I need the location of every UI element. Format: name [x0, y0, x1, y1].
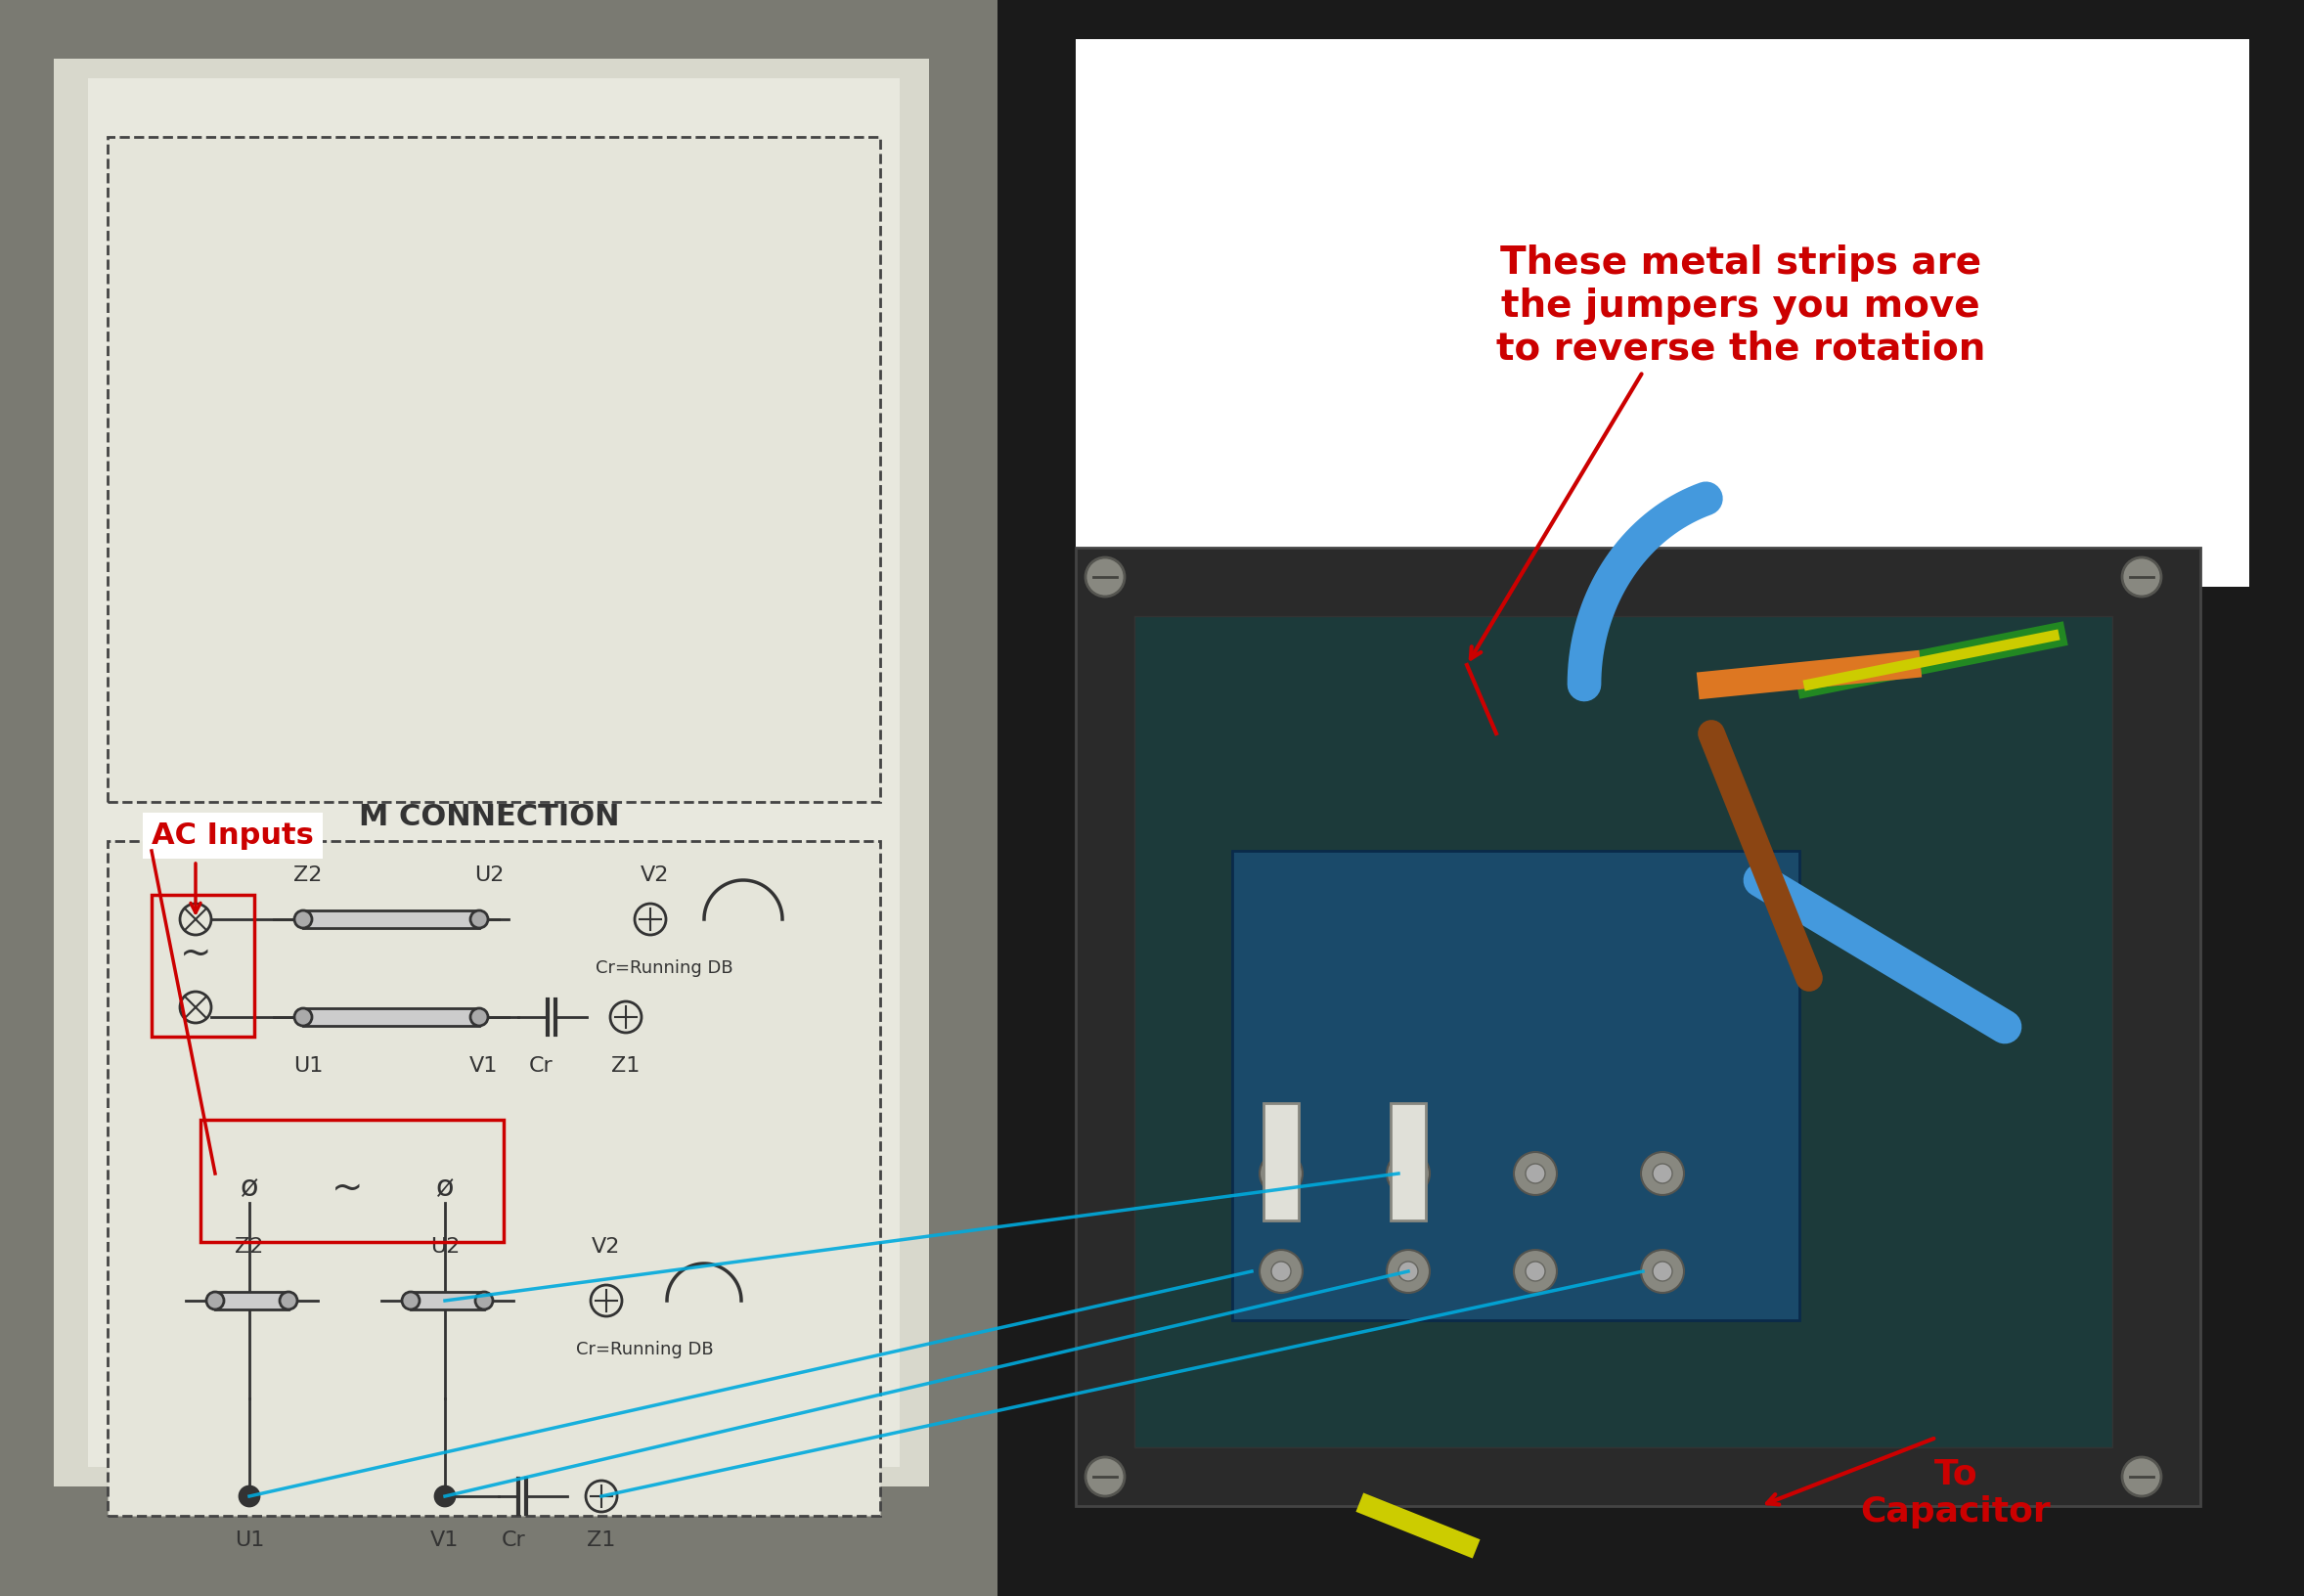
- Text: Z2: Z2: [235, 1237, 263, 1256]
- Bar: [200, 1120, 505, 1242]
- Circle shape: [470, 1009, 488, 1026]
- Bar: [1233, 851, 1799, 1320]
- Circle shape: [1387, 1152, 1431, 1195]
- Text: These metal strips are
the jumpers you move
to reverse the rotation: These metal strips are the jumpers you m…: [1495, 244, 1986, 367]
- Text: Cr: Cr: [528, 1057, 553, 1076]
- Bar: [1076, 547, 2200, 1507]
- Text: U1: U1: [293, 1057, 323, 1076]
- Bar: [152, 895, 253, 1037]
- Text: ø: ø: [435, 1175, 454, 1202]
- Circle shape: [1399, 1261, 1417, 1282]
- Polygon shape: [0, 0, 998, 1596]
- Text: ~: ~: [332, 1170, 364, 1207]
- Text: V2: V2: [641, 865, 670, 886]
- Bar: [1263, 1103, 1299, 1221]
- Circle shape: [1652, 1261, 1673, 1282]
- FancyBboxPatch shape: [108, 137, 880, 801]
- Circle shape: [1260, 1250, 1302, 1293]
- Circle shape: [1525, 1261, 1546, 1282]
- Bar: [1392, 1103, 1426, 1221]
- Text: Z1: Z1: [611, 1057, 641, 1076]
- Text: V1: V1: [470, 1057, 498, 1076]
- Circle shape: [295, 910, 311, 927]
- Polygon shape: [53, 59, 929, 1486]
- Bar: [1076, 40, 2249, 587]
- Circle shape: [1640, 1152, 1684, 1195]
- Circle shape: [1652, 1163, 1673, 1183]
- Text: U2: U2: [431, 1237, 461, 1256]
- Bar: [214, 1291, 288, 1309]
- Text: To
Capacitor: To Capacitor: [1862, 1457, 2051, 1529]
- Text: M CONNECTION: M CONNECTION: [359, 803, 620, 832]
- Bar: [304, 1009, 479, 1026]
- Text: Z2: Z2: [293, 865, 323, 886]
- Text: U2: U2: [475, 865, 505, 886]
- Text: Cr=Running DB: Cr=Running DB: [576, 1341, 714, 1358]
- Circle shape: [279, 1291, 297, 1309]
- Circle shape: [435, 1486, 454, 1507]
- Circle shape: [1085, 1457, 1124, 1497]
- Circle shape: [2122, 1457, 2161, 1497]
- Text: V1: V1: [431, 1531, 458, 1550]
- Bar: [1134, 616, 2113, 1448]
- Circle shape: [295, 1009, 311, 1026]
- Circle shape: [475, 1291, 493, 1309]
- Circle shape: [1387, 1250, 1431, 1293]
- Bar: [304, 910, 479, 927]
- Circle shape: [1260, 1152, 1302, 1195]
- Circle shape: [1399, 1163, 1417, 1183]
- Circle shape: [1514, 1250, 1558, 1293]
- Text: U1: U1: [235, 1531, 265, 1550]
- Bar: [410, 1291, 484, 1309]
- Circle shape: [1272, 1261, 1290, 1282]
- Text: Cr=Running DB: Cr=Running DB: [597, 959, 733, 977]
- Circle shape: [1272, 1163, 1290, 1183]
- Circle shape: [2122, 557, 2161, 597]
- Circle shape: [1085, 557, 1124, 597]
- Text: Z1: Z1: [588, 1531, 615, 1550]
- Text: V2: V2: [592, 1237, 620, 1256]
- Circle shape: [207, 1291, 223, 1309]
- Text: ø: ø: [240, 1175, 258, 1202]
- Bar: [998, 0, 2304, 1596]
- Circle shape: [470, 910, 488, 927]
- Circle shape: [1640, 1250, 1684, 1293]
- FancyBboxPatch shape: [108, 841, 880, 1516]
- Circle shape: [1525, 1163, 1546, 1183]
- Circle shape: [401, 1291, 419, 1309]
- Circle shape: [240, 1486, 258, 1507]
- Text: Cr: Cr: [502, 1531, 525, 1550]
- Text: AC Inputs: AC Inputs: [152, 822, 313, 849]
- Circle shape: [1514, 1152, 1558, 1195]
- Polygon shape: [88, 78, 899, 1467]
- Text: ~: ~: [180, 935, 212, 972]
